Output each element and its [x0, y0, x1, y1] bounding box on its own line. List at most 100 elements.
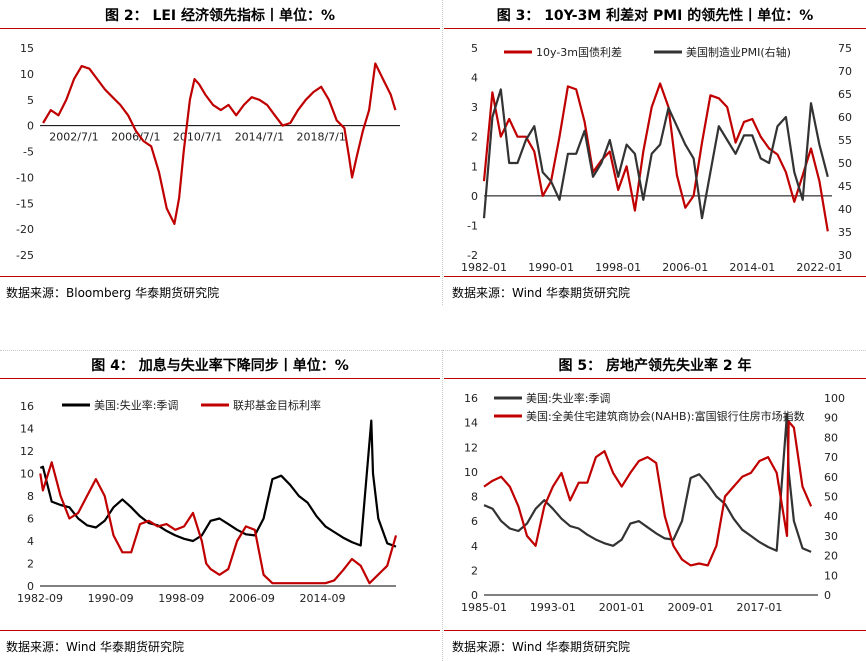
- y2-tick-label: 70: [824, 451, 838, 464]
- source-note: 数据来源：Wind 华泰期货研究院: [6, 640, 184, 654]
- y-tick-label: 15: [20, 42, 34, 55]
- series-line-0: [42, 62, 397, 225]
- y-tick-label: 12: [20, 445, 34, 458]
- y-tick-label: 0: [27, 120, 34, 133]
- y-tick-label: -5: [23, 146, 34, 159]
- y2-tick-label: 40: [824, 510, 838, 523]
- panel-spread-pmi: 图 3： 10Y-3M 利差对 PMI 的领先性丨单位：% 5 4 3 2 1 0 -1 -2…: [444, 0, 866, 305]
- y-tick-label: -15: [16, 197, 34, 210]
- x-tick-label: 1982-09: [17, 592, 63, 605]
- y-tick-label: -20: [16, 223, 34, 236]
- x-tick-label: 2014/7/1: [235, 131, 284, 144]
- source-note: 数据来源：Bloomberg 华泰期货研究院: [6, 286, 220, 300]
- y2-tick-label: 0: [824, 589, 831, 602]
- title-rule: [0, 378, 440, 379]
- y2-tick-label: 55: [838, 134, 852, 147]
- y-tick-label: 10: [20, 68, 34, 81]
- x-tick-label: 2006/7/1: [111, 131, 160, 144]
- x-tick-label: 2014-09: [299, 592, 345, 605]
- y-tick-label: 0: [471, 190, 478, 203]
- y2-tick-label: 75: [838, 42, 852, 55]
- y-tick-label: 10: [20, 468, 34, 481]
- title-rule: [444, 378, 866, 379]
- y-tick-label: 4: [27, 535, 34, 548]
- y-tick-label: 6: [27, 513, 34, 526]
- y-tick-label: 2: [471, 564, 478, 577]
- panel-housing-unemployment: 图 5： 房地产领先失业率 2 年 16 14 12 10 8 6 4 2 0 100 90 80 70…: [444, 352, 866, 661]
- y-tick-label: 10: [464, 466, 478, 479]
- x-tick-label: 2017-01: [736, 601, 782, 614]
- x-tick-label: 1998-09: [158, 592, 204, 605]
- x-tick-label: 2010/7/1: [173, 131, 222, 144]
- source-rule: [0, 630, 440, 631]
- chart-title: 图 3： 10Y-3M 利差对 PMI 的领先性丨单位：%: [496, 8, 814, 24]
- y-tick-label: 6: [471, 515, 478, 528]
- y-tick-label: -1: [467, 219, 478, 232]
- title-rule: [444, 28, 866, 29]
- y2-tick-label: 50: [824, 491, 838, 504]
- chart-title: 图 4： 加息与失业率下降同步丨单位：%: [91, 358, 349, 374]
- y-tick-label: 16: [464, 392, 478, 405]
- source-note: 数据来源：Wind 华泰期货研究院: [452, 286, 630, 300]
- chart-title: 图 2： LEI 经济领先指标丨单位：%: [104, 8, 336, 24]
- series-line-1: [39, 461, 398, 585]
- spread-pmi-chart: 5 4 3 2 1 0 -1 -2 75 70 65 60 55 50 45 40 35 30 1982-01 199…: [461, 42, 852, 274]
- y-tick-label: 14: [20, 423, 34, 436]
- panel-lei: 图 2： LEI 经济领先指标丨单位：% 15 10 5 0 -5 -10 -15 -20 -2…: [0, 0, 440, 305]
- x-tick-label: 1990-09: [88, 592, 134, 605]
- legend-label: 美国:失业率:季调: [94, 398, 178, 412]
- y2-tick-label: 45: [838, 180, 852, 193]
- y2-tick-label: 10: [824, 569, 838, 582]
- y-tick-label: 0: [471, 589, 478, 602]
- x-tick-label: 2014-01: [729, 261, 775, 274]
- y-tick-label: -25: [16, 249, 34, 262]
- x-tick-label: 2006-01: [662, 261, 708, 274]
- y-tick-label: 12: [464, 441, 478, 454]
- y2-tick-label: 30: [824, 530, 838, 543]
- y2-tick-label: 20: [824, 550, 838, 563]
- y-tick-label: 2: [471, 131, 478, 144]
- housing-unemployment-chart: 161412108642010090807060504030201001985-…: [461, 391, 845, 614]
- panel-rates-unemployment: 图 4： 加息与失业率下降同步丨单位：% 16 14 12 10 8 6 4 2 0 1982-0…: [0, 352, 440, 661]
- x-tick-label: 2002/7/1: [49, 131, 98, 144]
- y2-tick-label: 100: [824, 392, 845, 405]
- series-line-1: [482, 88, 829, 220]
- x-tick-label: 1993-01: [530, 601, 576, 614]
- y2-tick-label: 60: [838, 111, 852, 124]
- y-tick-label: 2: [27, 558, 34, 571]
- y-tick-label: -10: [16, 171, 34, 184]
- x-tick-label: 2001-01: [599, 601, 645, 614]
- y2-tick-label: 30: [838, 249, 852, 262]
- source-rule: [444, 276, 866, 277]
- legend-label: 美国:全美住宅建筑商协会(NAHB):富国银行住房市场指数: [526, 409, 805, 423]
- source-note: 数据来源：Wind 华泰期货研究院: [452, 640, 630, 654]
- y2-tick-label: 70: [838, 65, 852, 78]
- y-tick-label: 5: [471, 42, 478, 55]
- series-line-0: [39, 419, 397, 548]
- y-tick-label: -2: [467, 249, 478, 262]
- x-tick-label: 1982-01: [461, 261, 507, 274]
- y-tick-label: 4: [471, 540, 478, 553]
- x-tick-label: 1998-01: [595, 261, 641, 274]
- x-tick-label: 2006-09: [229, 592, 275, 605]
- y-tick-label: 0: [27, 580, 34, 593]
- y2-tick-label: 90: [824, 412, 838, 425]
- x-tick-label: 2009-01: [668, 601, 714, 614]
- y-tick-label: 5: [27, 94, 34, 107]
- source-rule: [0, 276, 440, 277]
- y2-tick-label: 40: [838, 203, 852, 216]
- y2-tick-label: 35: [838, 226, 852, 239]
- y-tick-label: 1: [471, 160, 478, 173]
- series-line-1: [483, 420, 813, 567]
- x-tick-label: 1985-01: [461, 601, 507, 614]
- y-tick-label: 14: [464, 417, 478, 430]
- y-tick-label: 3: [471, 101, 478, 114]
- y2-tick-label: 65: [838, 88, 852, 101]
- x-tick-label: 1990-01: [528, 261, 574, 274]
- y2-tick-label: 80: [824, 431, 838, 444]
- y-tick-label: 8: [27, 490, 34, 503]
- legend-label: 美国:失业率:季调: [526, 391, 610, 405]
- series-line-0: [482, 82, 829, 232]
- series-line-0: [483, 412, 812, 553]
- source-rule: [444, 630, 866, 631]
